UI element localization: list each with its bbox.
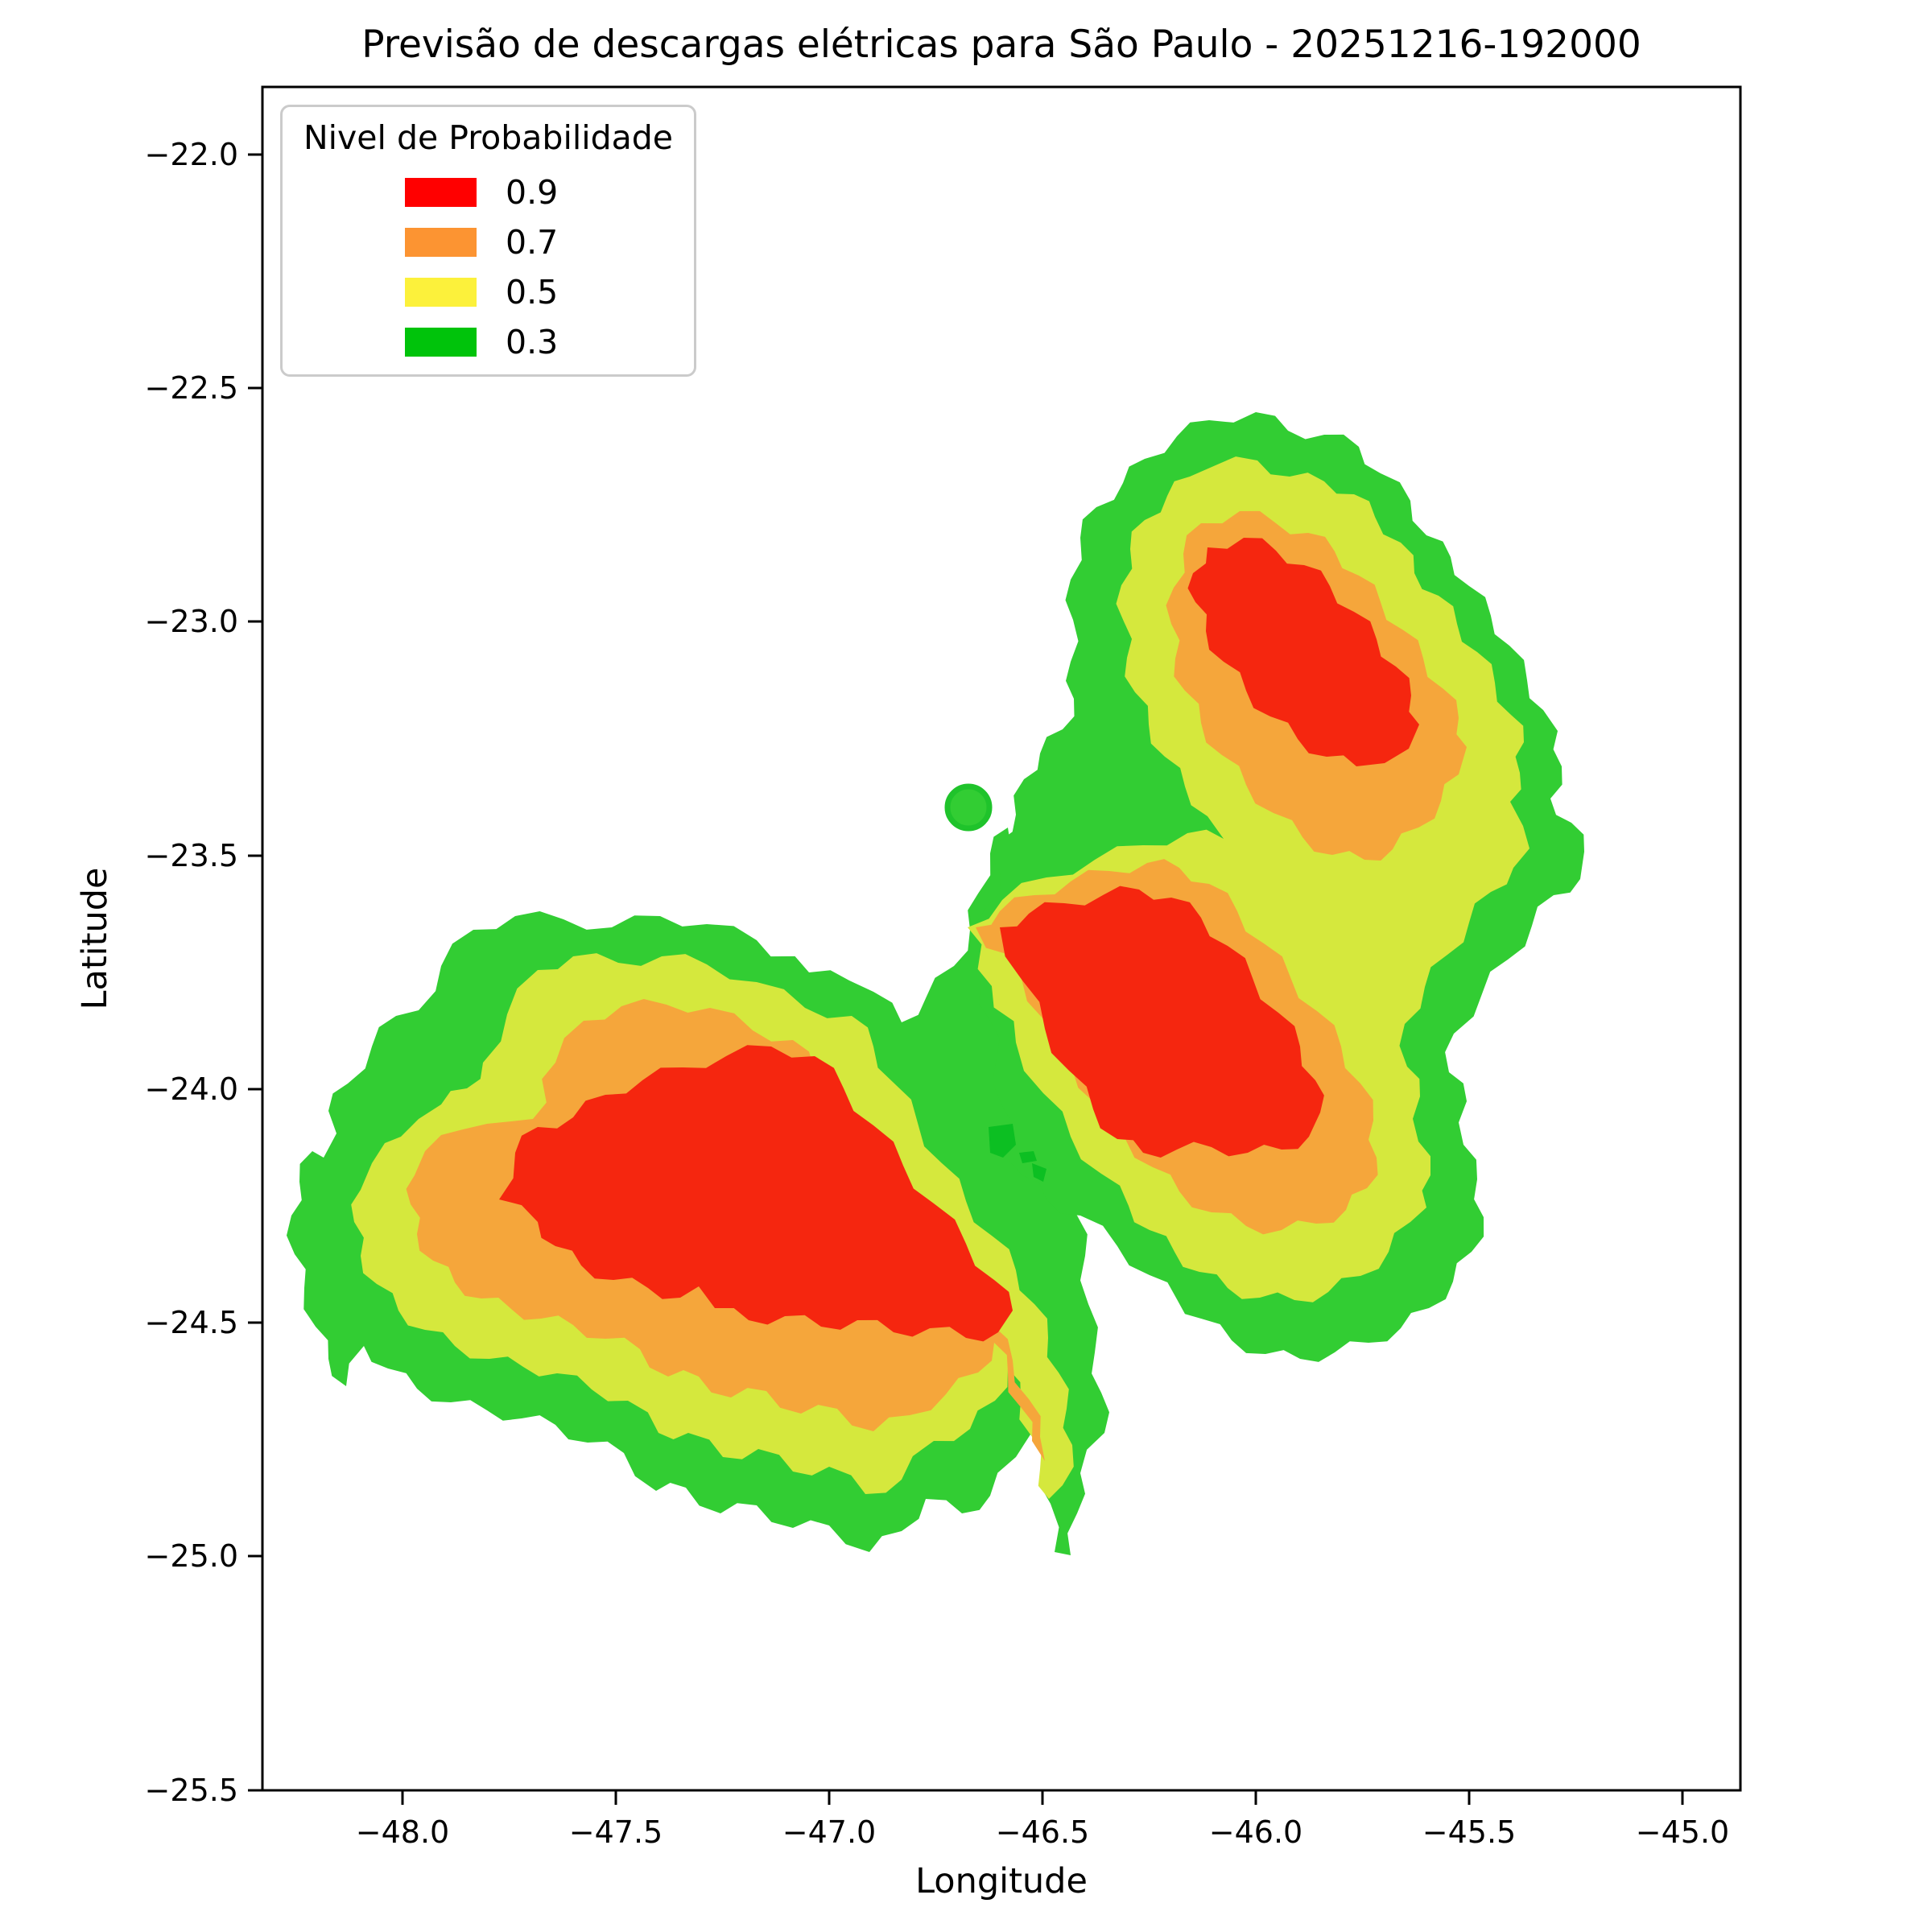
plot-title: Previsão de descargas elétricas para São… [361,23,1641,67]
legend-item-0.3: 0.3 [405,323,694,361]
legend-item-0.7: 0.7 [405,223,694,262]
legend-title: Nivel de Probabilidade [303,118,674,157]
axes-spines [261,85,1742,1792]
x-tick-label-4: −46.0 [1208,1814,1303,1850]
legend-swatch-icon [405,278,477,307]
isolated-green-spot [944,783,993,832]
contour-region-central-cell-p09 [1000,886,1324,1158]
legend-label: 0.5 [506,273,559,312]
y-axis-label: Latitude [75,867,115,1010]
x-tick-label-5: −45.5 [1422,1814,1517,1850]
contour-region-inner-green-patch-3 [1032,1163,1046,1182]
y-tick-label-6: −25.0 [144,1538,238,1574]
legend-swatch-icon [405,328,477,357]
contour-region-north-cell-p09 [1187,538,1419,766]
legend-label: 0.9 [506,173,559,212]
y-tick-label-2: −23.0 [144,604,238,639]
contour-regions [287,412,1584,1555]
legend-swatch-icon [405,178,477,207]
y-tick-label-5: −24.5 [144,1305,238,1340]
contour-region-west-storm-p09 [499,1045,1013,1342]
y-tick-label-0: −22.0 [144,137,238,172]
x-tick-label-1: −47.5 [568,1814,663,1850]
contour-region-inner-green-patch-1 [989,1124,1016,1158]
legend-label: 0.7 [506,223,559,262]
contour-region-inner-green-patch-2 [1019,1151,1037,1163]
legend-item-0.5: 0.5 [405,273,694,312]
x-tick-label-3: −46.5 [995,1814,1090,1850]
x-axis-label: Longitude [915,1861,1088,1901]
y-tick-label-4: −24.0 [144,1071,238,1107]
legend-label: 0.3 [506,323,559,361]
y-tick-label-1: −22.5 [144,370,238,406]
x-tick-label-0: −48.0 [355,1814,450,1850]
legend: Nivel de Probabilidade 0.9 0.7 0.5 0.3 [280,105,696,377]
legend-item-0.9: 0.9 [405,173,694,212]
legend-swatch-icon [405,228,477,257]
x-tick-label-2: −47.0 [782,1814,877,1850]
legend-rows: 0.9 0.7 0.5 0.3 [283,173,694,361]
y-tick-label-3: −23.5 [144,838,238,873]
x-tick-label-6: −45.0 [1635,1814,1730,1850]
y-tick-label-7: −25.5 [144,1773,238,1808]
